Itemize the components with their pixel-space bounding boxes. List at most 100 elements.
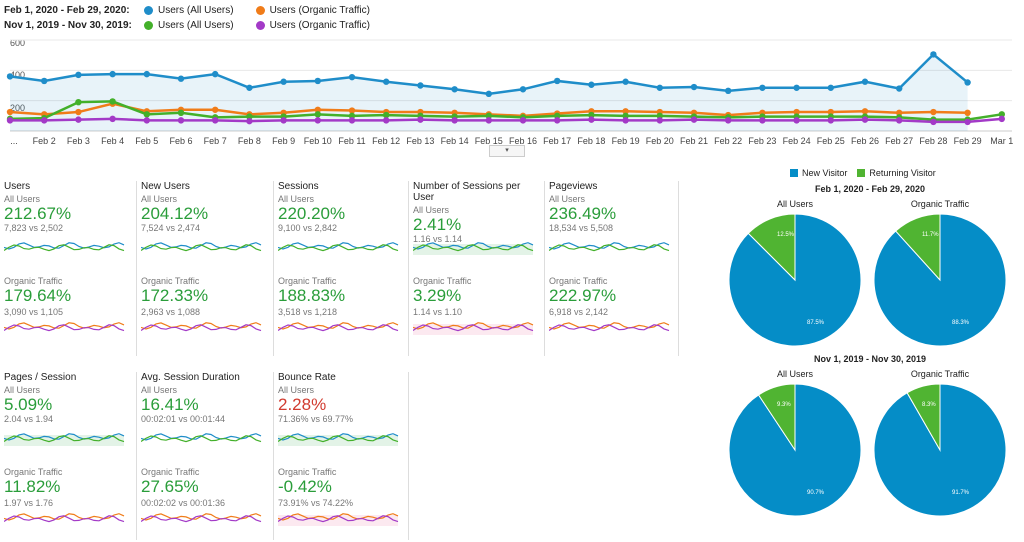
legend-item[interactable]: Users (Organic Traffic) [255, 5, 370, 16]
data-point[interactable] [930, 51, 937, 58]
data-point[interactable] [930, 118, 937, 126]
data-point[interactable] [280, 78, 287, 85]
data-point[interactable] [588, 116, 595, 123]
data-point[interactable] [212, 117, 219, 124]
data-point[interactable] [519, 117, 527, 124]
data-point[interactable] [656, 117, 663, 124]
data-point[interactable] [998, 111, 1005, 118]
data-point[interactable] [793, 84, 800, 91]
data-point[interactable] [109, 70, 116, 78]
data-point[interactable] [793, 108, 800, 116]
data-point[interactable] [75, 116, 82, 123]
data-point[interactable] [930, 108, 937, 116]
pie-chart[interactable]: 8.3% 91.7% [872, 382, 1008, 518]
pie-slice-returning[interactable] [757, 383, 796, 452]
metric-card[interactable]: Sessions All Users 220.20% 9,100 vs 2,842 Or… [278, 181, 406, 351]
data-point[interactable] [725, 87, 732, 95]
data-point[interactable] [348, 117, 356, 124]
data-point[interactable] [143, 111, 150, 118]
data-point[interactable] [417, 82, 424, 89]
data-point[interactable] [964, 79, 971, 86]
data-point[interactable] [485, 90, 492, 98]
data-point[interactable] [41, 117, 48, 124]
data-point[interactable] [348, 107, 356, 114]
data-point[interactable] [212, 106, 219, 113]
data-point[interactable] [588, 81, 595, 88]
data-point[interactable] [554, 117, 561, 124]
data-point[interactable] [348, 112, 356, 120]
legend-item[interactable]: Users (All Users) [144, 20, 234, 31]
metric-card[interactable]: Avg. Session Duration All Users 16.41% 00:0… [141, 372, 269, 542]
metric-card[interactable]: Users All Users 212.67% 7,823 vs 2,502 Organ… [4, 181, 132, 351]
data-point[interactable] [6, 117, 14, 124]
data-point[interactable] [383, 117, 390, 124]
data-point[interactable] [861, 108, 869, 115]
data-point[interactable] [383, 111, 390, 119]
data-point[interactable] [75, 98, 82, 106]
data-point[interactable] [690, 83, 698, 91]
data-point[interactable] [451, 117, 458, 124]
data-point[interactable] [998, 115, 1005, 123]
data-point[interactable] [451, 86, 458, 93]
pie-chart[interactable]: 11.7% 88.3% [872, 212, 1008, 348]
data-point[interactable] [212, 70, 219, 78]
data-point[interactable] [964, 109, 971, 117]
data-point[interactable] [725, 117, 732, 124]
metric-card[interactable]: New Users All Users 204.12% 7,524 vs 2,474 O… [141, 181, 269, 351]
data-point[interactable] [622, 112, 629, 120]
legend-item[interactable]: Users (All Users) [144, 5, 234, 16]
data-point[interactable] [348, 73, 356, 81]
pie-slice-returning[interactable] [895, 213, 941, 282]
data-point[interactable] [896, 109, 903, 117]
metric-card[interactable]: Pages / Session All Users 5.09% 2.04 vs 1.9… [4, 372, 132, 542]
data-point[interactable] [827, 84, 834, 91]
data-point[interactable] [417, 116, 424, 123]
data-point[interactable] [177, 117, 185, 124]
data-point[interactable] [690, 116, 698, 123]
data-point[interactable] [75, 71, 82, 79]
data-point[interactable] [75, 108, 82, 116]
data-point[interactable] [519, 86, 527, 93]
data-point[interactable] [964, 118, 971, 126]
pie-chart[interactable]: 9.3% 90.7% [727, 382, 863, 518]
data-point[interactable] [383, 78, 390, 85]
metric-card[interactable]: Pageviews All Users 236.49% 18,534 vs 5,508… [549, 181, 677, 351]
data-point[interactable] [246, 113, 253, 120]
data-point[interactable] [314, 111, 321, 118]
data-point[interactable] [759, 117, 766, 124]
data-point[interactable] [6, 108, 14, 116]
data-point[interactable] [246, 117, 253, 125]
data-point[interactable] [656, 84, 663, 91]
data-point[interactable] [656, 112, 663, 120]
metric-card[interactable]: Number of Sessions per User All Users 2.41… [413, 181, 541, 351]
data-point[interactable] [314, 117, 321, 124]
data-point[interactable] [177, 75, 185, 82]
data-point[interactable] [622, 117, 629, 124]
data-point[interactable] [143, 117, 150, 124]
data-point[interactable] [246, 84, 253, 91]
data-point[interactable] [588, 111, 595, 119]
data-point[interactable] [41, 77, 48, 85]
legend-item[interactable]: Users (Organic Traffic) [255, 20, 370, 31]
data-point[interactable] [485, 117, 492, 124]
data-point[interactable] [827, 108, 834, 116]
data-point[interactable] [6, 73, 14, 80]
data-point[interactable] [485, 112, 492, 120]
data-point[interactable] [109, 115, 116, 123]
data-point[interactable] [280, 117, 287, 124]
data-point[interactable] [793, 117, 800, 124]
data-point[interactable] [861, 116, 869, 123]
metric-card[interactable]: Bounce Rate All Users 2.28% 71.36% vs 69.77… [278, 372, 406, 542]
data-point[interactable] [861, 78, 869, 85]
data-point[interactable] [314, 77, 321, 85]
data-point[interactable] [622, 108, 629, 115]
data-point[interactable] [827, 117, 834, 124]
data-point[interactable] [554, 112, 561, 120]
pie-slice-returning[interactable] [906, 383, 941, 452]
data-point[interactable] [554, 77, 561, 85]
data-point[interactable] [109, 98, 116, 105]
pie-chart[interactable]: 12.5% 87.5% [727, 212, 863, 348]
pie-slice-returning[interactable] [747, 213, 796, 282]
data-point[interactable] [177, 109, 185, 117]
data-point[interactable] [314, 106, 321, 113]
